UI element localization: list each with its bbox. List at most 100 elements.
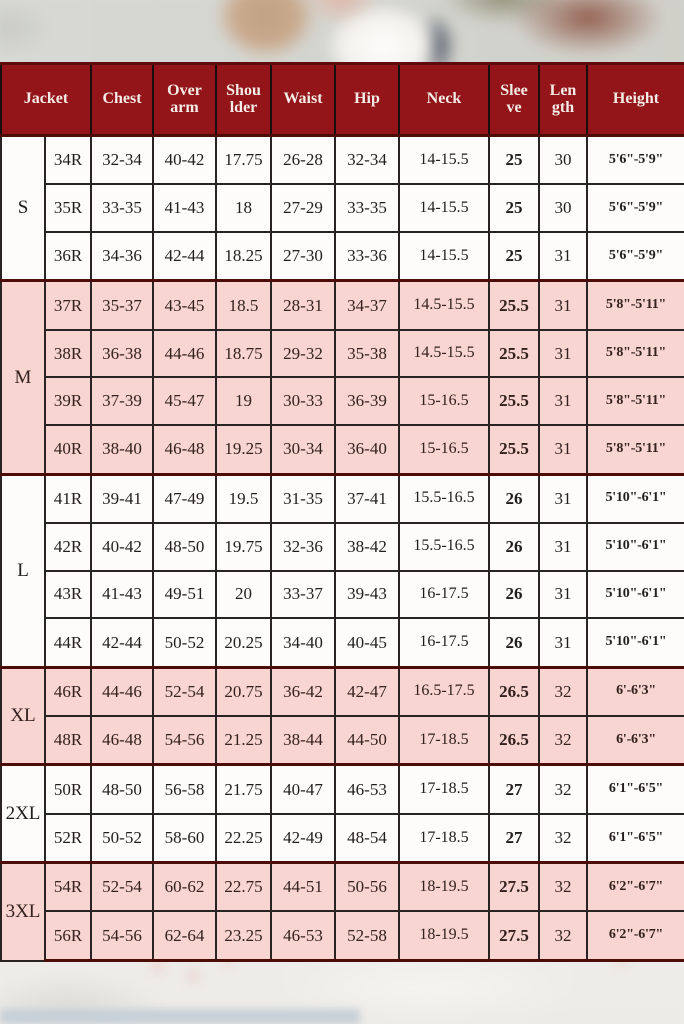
shoulder-cell: 18.75 [215,328,272,379]
table-row: XL 46R 44-46 52-54 20.75 36-42 42-47 16.5-17.5 2… [0,665,684,766]
hip-cell: 34-37 [334,279,400,331]
neck-cell: 14-15.5 [398,183,490,234]
neck-cell: 15-16.5 [398,424,490,476]
waist-cell: 31-35 [270,472,336,524]
table-row: 52R 50-52 58-60 22.25 42-49 48-54 17-18.5 27 32 6… [1,812,684,864]
jacket-size-cell: 54R [44,861,92,913]
sleeve-cell: 26 [488,472,540,524]
height-cell: 6'1"-6'5" [586,763,684,815]
over-arm-cell: 62-64 [152,910,217,963]
hip-cell: 40-45 [334,617,400,669]
column-header-jacket: Jacket [0,62,92,137]
sleeve-cell: 27.5 [488,910,540,963]
length-cell: 32 [538,910,588,963]
size-chart-region: Jacket Chest Over arm Shou lder Waist Hip Neck… [0,62,684,963]
table-row: 48R 46-48 54-56 21.25 38-44 44-50 17-18.5 26.5 3… [1,714,684,766]
shoulder-cell: 20 [215,569,272,620]
height-cell: 6'2"-6'7" [586,910,684,963]
jacket-size-cell: 39R [44,376,92,427]
over-arm-cell: 48-50 [152,521,217,572]
length-cell: 31 [538,328,588,379]
column-header-hip: Hip [334,62,400,137]
neck-cell: 15.5-16.5 [398,521,490,572]
size-chart-table: Jacket Chest Over arm Shou lder Waist Hip Neck… [0,62,684,963]
column-header-height: Height [586,62,684,137]
size-group-label-s: S [0,133,46,282]
length-cell: 30 [538,183,588,234]
waist-cell: 33-37 [270,569,336,620]
neck-cell: 14-15.5 [398,134,490,186]
hip-cell: 44-50 [334,714,400,766]
height-cell: 6'-6'3" [586,665,684,717]
jacket-size-cell: 48R [44,714,92,766]
waist-cell: 30-34 [270,424,336,476]
chest-cell: 35-37 [90,279,154,331]
sleeve-cell: 25.5 [488,424,540,476]
neck-cell: 17-18.5 [398,763,490,815]
table-row: 39R 37-39 45-47 19 30-33 36-39 15-16.5 25.5 31 5'… [1,376,684,427]
over-arm-cell: 45-47 [152,376,217,427]
sleeve-cell: 26.5 [488,714,540,766]
shoulder-cell: 19.5 [215,472,272,524]
shoulder-cell: 19.75 [215,521,272,572]
table-row: 42R 40-42 48-50 19.75 32-36 38-42 15.5-16.5 26 3… [1,521,684,572]
jacket-size-cell: 36R [44,231,92,282]
length-cell: 31 [538,231,588,282]
height-cell: 5'8"-5'11" [586,424,684,476]
sleeve-cell: 25.5 [488,376,540,427]
sleeve-cell: 26.5 [488,665,540,717]
neck-cell: 14.5-15.5 [398,328,490,379]
neck-cell: 17-18.5 [398,714,490,766]
jacket-size-cell: 56R [44,910,92,963]
table-row: L 41R 39-41 47-49 19.5 31-35 37-41 15.5-16.5 26 3… [0,472,684,669]
sleeve-cell: 25 [488,134,540,186]
size-group-label-2xl: 2XL [0,763,46,864]
top-photo-blur [0,0,684,62]
height-cell: 5'6"-5'9" [586,134,684,186]
shoulder-cell: 20.25 [215,617,272,669]
jacket-size-cell: 34R [44,134,92,186]
hip-cell: 36-40 [334,424,400,476]
table-row: S 34R 32-34 40-42 17.75 26-28 32-34 14-15.5 25 30… [0,133,684,282]
length-cell: 31 [538,472,588,524]
length-cell: 31 [538,279,588,331]
neck-cell: 15.5-16.5 [398,472,490,524]
jacket-size-cell: 52R [44,812,92,864]
waist-cell: 32-36 [270,521,336,572]
hip-cell: 33-35 [334,183,400,234]
shoulder-cell: 19 [215,376,272,427]
column-header-over-arm: Over arm [152,62,217,137]
table-row: M 37R 35-37 43-45 18.5 28-31 34-37 14.5-15.5 25.… [0,279,684,476]
shoulder-cell: 23.25 [215,910,272,963]
table-row: 3XL 54R 52-54 60-62 22.75 44-51 50-56 18-19.5 27… [0,861,684,962]
sleeve-cell: 25.5 [488,279,540,331]
height-cell: 5'6"-5'9" [586,183,684,234]
length-cell: 30 [538,134,588,186]
length-cell: 31 [538,424,588,476]
hip-cell: 35-38 [334,328,400,379]
waist-cell: 42-49 [270,812,336,864]
hip-cell: 32-34 [334,134,400,186]
length-cell: 31 [538,376,588,427]
height-cell: 5'8"-5'11" [586,328,684,379]
neck-cell: 16-17.5 [398,569,490,620]
shoulder-cell: 22.75 [215,861,272,913]
neck-cell: 17-18.5 [398,812,490,864]
height-cell: 6'-6'3" [586,714,684,766]
column-header-waist: Waist [270,62,336,137]
over-arm-cell: 52-54 [152,665,217,717]
waist-cell: 36-42 [270,665,336,717]
column-header-chest: Chest [90,62,154,137]
jacket-size-cell: 37R [44,279,92,331]
height-cell: 5'8"-5'11" [586,279,684,331]
waist-cell: 34-40 [270,617,336,669]
table-row: 44R 42-44 50-52 20.25 34-40 40-45 16-17.5 26 31 5… [1,617,684,669]
over-arm-cell: 40-42 [152,134,217,186]
hip-cell: 36-39 [334,376,400,427]
shoulder-cell: 21.75 [215,763,272,815]
hip-cell: 39-43 [334,569,400,620]
neck-cell: 15-16.5 [398,376,490,427]
over-arm-cell: 44-46 [152,328,217,379]
bottom-photo-strip [0,962,684,1024]
jacket-size-cell: 44R [44,617,92,669]
